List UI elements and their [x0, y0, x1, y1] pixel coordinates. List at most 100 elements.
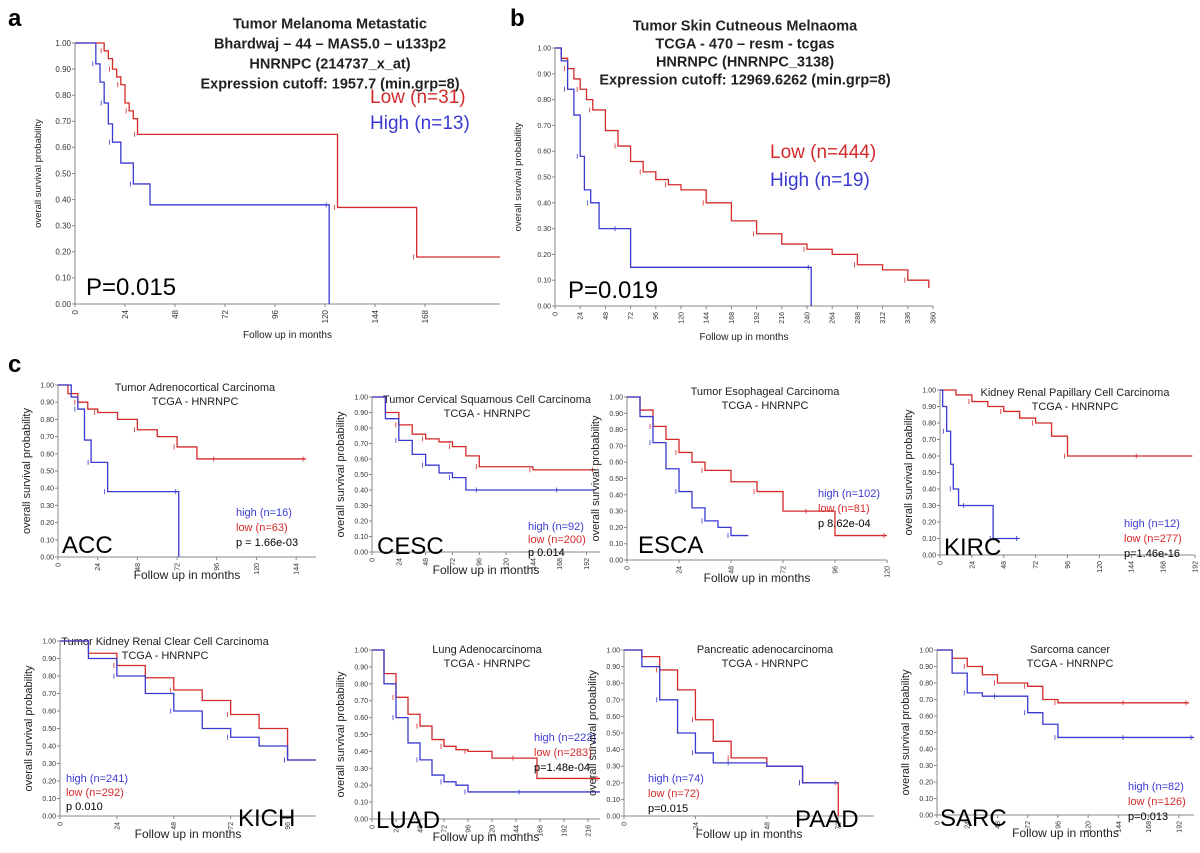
y-tick-label: 0.40 — [354, 749, 368, 756]
chart-esca: Tumor Esophageal Carcinoma TCGA - HNRNPC 0… — [590, 386, 891, 585]
y-tick-label: 0.10 — [537, 278, 551, 285]
y-tick-label: 0.70 — [919, 697, 933, 704]
stat-line: low (n=126) — [1128, 796, 1186, 808]
y-tick-label: 0.70 — [609, 443, 623, 450]
chart-title-line: Tumor Cervical Squamous Cell Carcinoma — [383, 394, 592, 406]
y-tick-label: 0.60 — [40, 451, 54, 458]
y-tick-label: 0.70 — [537, 123, 551, 130]
y-axis-label: overall survival probability — [335, 411, 347, 537]
y-tick-label: 0.20 — [537, 252, 551, 259]
stat-line: low (n=200) — [528, 534, 586, 546]
x-tick-label: 48 — [1001, 561, 1008, 569]
x-tick-label: 192 — [754, 312, 761, 324]
y-tick-label: 0.80 — [354, 425, 368, 432]
chart-title-line: Tumor Skin Cutneous Melnaoma — [633, 19, 858, 35]
x-tick-label: 48 — [417, 825, 424, 833]
survival-curve-low — [937, 649, 1189, 704]
x-tick-label: 72 — [441, 825, 448, 833]
cancer-code-label: ACC — [62, 532, 113, 559]
y-tick-label: 0.30 — [609, 509, 623, 516]
chart-title-line: Kidney Renal Papillary Cell Carcinoma — [981, 387, 1171, 399]
y-axis-label: overall survival probability — [590, 415, 602, 541]
x-tick-label: 144 — [530, 558, 537, 570]
chart-kirc: Kidney Renal Papillary Cell Carcinoma TCG… — [903, 387, 1199, 573]
stat-line: high (n=12) — [1124, 518, 1180, 530]
x-tick-label: 72 — [450, 558, 457, 566]
y-tick-label: 0.30 — [55, 222, 71, 231]
x-tick-label: 48 — [995, 821, 1002, 829]
y-tick-label: 0.10 — [40, 537, 54, 544]
y-tick-label: 0.50 — [609, 476, 623, 483]
x-tick-label: 192 — [561, 825, 568, 837]
chart-title-line: Tumor Esophageal Carcinoma — [691, 386, 841, 398]
y-tick-label: 0.60 — [354, 715, 368, 722]
chart-title-line: Tumor Adrenocortical Carcinoma — [115, 382, 276, 394]
stat-line: low (n=283) — [534, 747, 592, 759]
y-tick-label: 0.80 — [40, 417, 54, 424]
x-tick-label: 72 — [780, 566, 787, 574]
y-tick-label: 0.70 — [55, 117, 71, 126]
y-tick-label: 1.00 — [919, 647, 933, 654]
y-tick-label: 1.00 — [354, 647, 368, 654]
y-axis-label: overall survival probability — [587, 670, 599, 796]
y-tick-label: 0.20 — [354, 518, 368, 525]
survival-curve-high — [940, 389, 1020, 540]
x-axis-label: Follow up in months — [1012, 826, 1119, 840]
y-tick-label: 0.00 — [42, 813, 56, 820]
y-axis-label: overall survival probability — [513, 122, 524, 231]
chart-title-line: Pancreatic adenocarcinoma — [697, 644, 834, 656]
y-tick-label: 0.80 — [55, 91, 71, 100]
y-tick-label: 0.60 — [354, 456, 368, 463]
y-tick-label: 0.30 — [354, 766, 368, 773]
survival-curve-high — [75, 42, 330, 304]
stat-line: high (n=74) — [648, 773, 704, 785]
survival-curve-high — [555, 47, 812, 306]
x-tick-label: 0 — [621, 822, 628, 826]
x-tick-label: 168 — [729, 312, 736, 324]
legend-entry: High (n=19) — [770, 170, 870, 191]
y-tick-label: 0.30 — [537, 226, 551, 233]
y-tick-label: 0.20 — [606, 780, 620, 787]
chart-title-line: TCGA - 470 – resm - tcgas — [655, 37, 834, 53]
survival-curve-low — [60, 640, 316, 761]
stat-line: high (n=241) — [66, 773, 128, 785]
y-axis-label: overall survival probability — [33, 119, 44, 228]
y-tick-label: 0.00 — [922, 552, 936, 559]
x-tick-label: 0 — [369, 558, 376, 562]
x-tick-label: 96 — [1055, 821, 1062, 829]
cancer-code-label: PAAD — [795, 806, 859, 833]
x-tick-label: 120 — [504, 558, 511, 570]
y-tick-label: 0.40 — [609, 492, 623, 499]
x-tick-label: 48 — [764, 822, 771, 830]
y-tick-label: 1.00 — [40, 382, 54, 389]
x-tick-label: 168 — [537, 825, 544, 837]
x-tick-label: 144 — [704, 312, 711, 324]
x-tick-label: 48 — [135, 563, 142, 571]
x-tick-label: 24 — [396, 558, 403, 566]
chart-title-line: TCGA - HNRNPC — [444, 408, 531, 420]
survival-curve-low — [555, 47, 930, 288]
legend-entry: High (n=13) — [370, 113, 470, 134]
y-tick-label: 0.50 — [922, 470, 936, 477]
x-axis-label: Follow up in months — [243, 330, 332, 341]
y-tick-label: 1.00 — [922, 387, 936, 394]
cancer-code-label: KIRC — [944, 534, 1001, 561]
y-tick-label: 0.50 — [537, 174, 551, 181]
charts-group: Tumor Melanoma Metastatic Bhardwaj – 44 –… — [21, 17, 1199, 845]
p-value-annotation: P=0.015 — [86, 274, 176, 301]
chart-title-line: Expression cutoff: 1957.7 (min.grp=8) — [200, 77, 459, 93]
y-tick-label: 0.80 — [42, 673, 56, 680]
y-tick-label: 0.60 — [922, 453, 936, 460]
stat-line: p=0.013 — [1128, 811, 1168, 823]
y-tick-label: 0.80 — [609, 427, 623, 434]
y-tick-label: 0.90 — [537, 71, 551, 78]
chart-title-line: TCGA - HNRNPC — [722, 658, 809, 670]
x-axis-label: Follow up in months — [433, 563, 540, 577]
y-tick-label: 0.50 — [354, 472, 368, 479]
x-tick-label: 168 — [1161, 561, 1168, 573]
y-tick-label: 0.90 — [40, 400, 54, 407]
y-tick-label: 0.10 — [354, 534, 368, 541]
y-tick-label: 0.00 — [55, 300, 71, 309]
y-tick-label: 0.70 — [42, 691, 56, 698]
x-tick-label: 72 — [221, 309, 230, 318]
